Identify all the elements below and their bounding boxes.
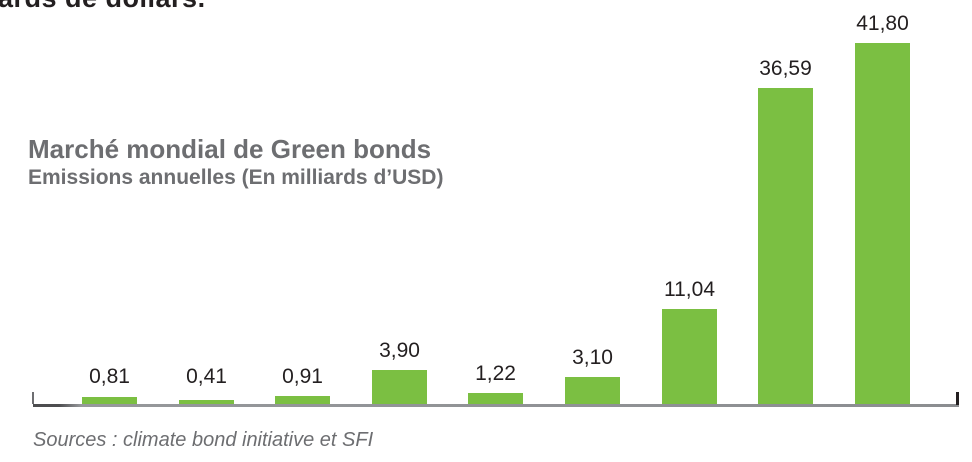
cropped-heading: ards de dollars. [0,0,430,11]
bar-value-label: 3,10 [572,346,613,369]
source-note: Sources : climate bond initiative et SFI [33,429,374,451]
bar [855,43,910,404]
bar-value-label: 36,59 [759,57,812,80]
x-axis-line [33,404,959,407]
bar [179,400,234,404]
bar [468,393,523,404]
bar [662,309,717,404]
bar-value-label: 0,41 [186,365,227,388]
chart-title: Marché mondial de Green bonds [28,134,432,164]
chart-subtitle: Emissions annuelles (En milliards d’USD) [28,166,444,189]
bar [82,397,137,404]
bar-value-label: 0,81 [89,365,130,388]
bar-value-label: 1,22 [475,362,516,385]
bar-value-label: 41,80 [856,12,909,35]
bar-value-label: 0,91 [282,365,323,388]
bar-value-label: 11,04 [664,278,715,301]
bar [275,396,330,404]
cropped-heading-text: ards de dollars. [0,0,206,11]
axis-end-tick-right [956,392,959,405]
bar [372,370,427,404]
bar [758,88,813,404]
axis-end-tick-left [32,392,34,404]
bar-value-label: 3,90 [379,339,420,362]
bar [565,377,620,404]
